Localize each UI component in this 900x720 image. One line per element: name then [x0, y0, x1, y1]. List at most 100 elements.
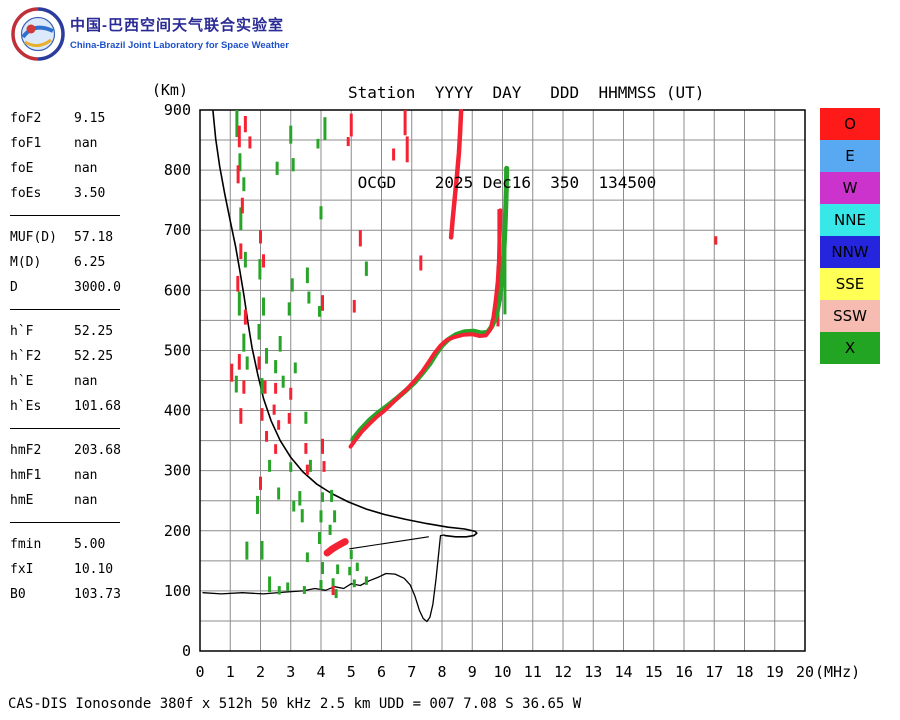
x-axis-tick-label: 11 — [524, 663, 542, 681]
param-value: nan — [74, 493, 98, 508]
param-value: 103.73 — [74, 587, 121, 602]
footer-caption: CAS-DIS Ionosonde 380f x 512h 50 kHz 2.5… — [8, 696, 582, 712]
param-row-hf: h`F 52.25 — [10, 319, 121, 344]
param-label: hmE — [10, 493, 34, 508]
x-axis-tick-label: 1 — [226, 663, 235, 681]
x-axis-tick-label: 9 — [468, 663, 477, 681]
parameter-panel: foF2 9.15 foF1 nan foE nan foEs 3.50 MUF(D) 57.18… — [10, 106, 121, 607]
param-value: nan — [74, 468, 98, 483]
param-row-hmf2: hmF2 203.68 — [10, 438, 121, 463]
param-value: 5.00 — [74, 537, 106, 552]
param-row-hes: h`Es 101.68 — [10, 394, 121, 419]
y-axis-tick-label: 400 — [164, 402, 191, 420]
echo-type-legend: O E W NNE NNW SSE SSW X — [820, 108, 880, 364]
x-axis-unit-label: (MHz) — [815, 663, 860, 681]
param-value: nan — [74, 161, 98, 176]
param-value: 52.25 — [74, 349, 114, 364]
legend-item-x: X — [820, 332, 880, 364]
x-axis-tick-label: 10 — [493, 663, 511, 681]
y-axis-tick-label: 300 — [164, 462, 191, 480]
param-label: fxI — [10, 562, 34, 577]
param-value: 101.68 — [74, 399, 121, 414]
param-row-he: h`E nan — [10, 369, 121, 394]
o-mode-upper-streak — [448, 108, 464, 240]
x-axis-tick-label: 13 — [584, 663, 602, 681]
o-mode-cusp-blob — [323, 538, 349, 557]
param-row-fof1: foF1 nan — [10, 131, 121, 156]
param-row-md: M(D) 6.25 — [10, 250, 121, 275]
param-row-foes: foEs 3.50 — [10, 181, 121, 206]
param-label: foE — [10, 161, 34, 176]
y-axis-tick-label: 200 — [164, 522, 191, 540]
lab-subtitle-en: China-Brazil Joint Laboratory for Space … — [70, 40, 289, 51]
param-group-divider — [10, 428, 120, 429]
x-axis-tick-label: 16 — [675, 663, 693, 681]
param-group-divider — [10, 522, 120, 523]
param-value: nan — [74, 136, 98, 151]
x-axis-tick-label: 17 — [705, 663, 723, 681]
param-label: hmF2 — [10, 443, 42, 458]
param-label: hmF1 — [10, 468, 42, 483]
param-label: B0 — [10, 587, 26, 602]
param-value: 3000.0 — [74, 280, 121, 295]
x-axis-tick-label: 20 — [796, 663, 814, 681]
param-value: 3.50 — [74, 186, 106, 201]
y-axis-tick-label: 700 — [164, 221, 191, 239]
param-row-hme: hmE nan — [10, 488, 121, 513]
x-axis-tick-label: 15 — [645, 663, 663, 681]
legend-item-sse: SSE — [820, 268, 880, 300]
param-label: MUF(D) — [10, 230, 57, 245]
x-axis-tick-label: 3 — [286, 663, 295, 681]
profile-baseline-line — [349, 536, 429, 550]
param-label: fmin — [10, 537, 42, 552]
x-axis-tick-label: 12 — [554, 663, 572, 681]
legend-item-e: E — [820, 140, 880, 172]
param-label: D — [10, 280, 18, 295]
param-label: h`F — [10, 324, 34, 339]
param-label: foEs — [10, 186, 42, 201]
x-axis-tick-label: 8 — [437, 663, 446, 681]
param-label: foF1 — [10, 136, 42, 151]
bottomside-profile-line — [202, 534, 446, 623]
plot-border — [199, 109, 806, 652]
x-axis-tick-label: 2 — [256, 663, 265, 681]
x-axis-tick-label: 7 — [407, 663, 416, 681]
param-label: h`E — [10, 374, 34, 389]
legend-item-ssw: SSW — [820, 300, 880, 332]
param-label: foF2 — [10, 111, 42, 126]
param-row-d: D 3000.0 — [10, 275, 121, 300]
o-mode-main-trace — [348, 208, 503, 449]
legend-item-w: W — [820, 172, 880, 204]
param-row-hf2: h`F2 52.25 — [10, 344, 121, 369]
y-axis-tick-label: 900 — [164, 101, 191, 119]
x-axis-tick-label: 5 — [347, 663, 356, 681]
param-value: 57.18 — [74, 230, 114, 245]
param-row-mufd: MUF(D) 57.18 — [10, 225, 121, 250]
lab-title-zh: 中国-巴西空间天气联合实验室 — [70, 17, 284, 34]
param-row-b0: B0 103.73 — [10, 582, 121, 607]
param-value: 6.25 — [74, 255, 106, 270]
param-label: h`Es — [10, 399, 42, 414]
param-row-foe: foE nan — [10, 156, 121, 181]
legend-item-nnw: NNW — [820, 236, 880, 268]
param-row-hmf1: hmF1 nan — [10, 463, 121, 488]
param-group-divider — [10, 215, 120, 216]
station-header-fields: Station YYYY DAY DDD HHMMSS (UT) — [348, 83, 705, 102]
station-header-values: OCGD 2025 Dec16 350 134500 — [348, 173, 657, 192]
station-header: Station YYYY DAY DDD HHMMSS (UT) OCGD 20… — [348, 18, 704, 258]
y-axis-tick-label: 100 — [164, 582, 191, 600]
legend-item-nne: NNE — [820, 204, 880, 236]
param-value: nan — [74, 374, 98, 389]
x-axis-tick-label: 4 — [316, 663, 325, 681]
param-value: 52.25 — [74, 324, 114, 339]
lab-logo-icon — [11, 7, 65, 61]
param-value: 9.15 — [74, 111, 106, 126]
x-axis-tick-label: 14 — [614, 663, 632, 681]
param-row-fxi: fxI 10.10 — [10, 557, 121, 582]
param-value: 203.68 — [74, 443, 121, 458]
x-axis-tick-label: 18 — [735, 663, 753, 681]
param-label: h`F2 — [10, 349, 42, 364]
y-axis-unit-label: (Km) — [152, 81, 188, 99]
x-axis-tick-label: 19 — [766, 663, 784, 681]
